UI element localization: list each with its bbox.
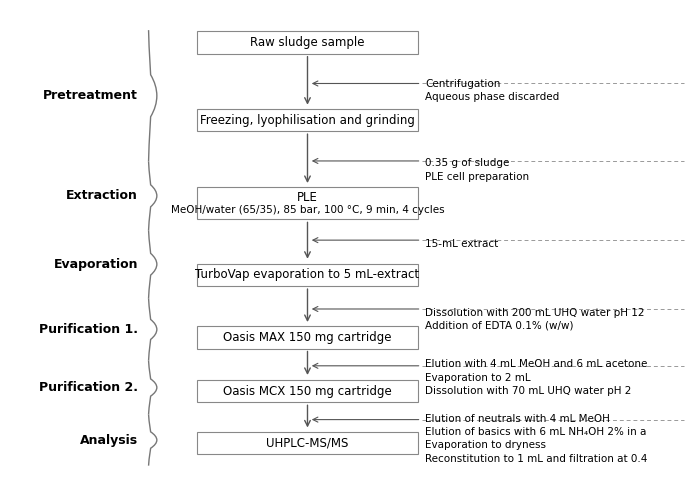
Text: 15-mL extract: 15-mL extract (425, 239, 498, 249)
Text: Dissolution with 200 mL UHQ water pH 12
Addition of EDTA 0.1% (w/w): Dissolution with 200 mL UHQ water pH 12 … (425, 308, 645, 331)
Text: Evaporation: Evaporation (54, 258, 138, 271)
Text: Raw sludge sample: Raw sludge sample (250, 36, 365, 49)
Text: MeOH/water (65/35), 85 bar, 100 °C, 9 min, 4 cycles: MeOH/water (65/35), 85 bar, 100 °C, 9 mi… (171, 205, 444, 215)
Text: Analysis: Analysis (80, 433, 138, 446)
Text: Centrifugation
Aqueous phase discarded: Centrifugation Aqueous phase discarded (425, 79, 559, 102)
FancyBboxPatch shape (197, 326, 418, 348)
Text: Oasis MCX 150 mg cartridge: Oasis MCX 150 mg cartridge (223, 385, 392, 398)
Text: Purification 2.: Purification 2. (39, 381, 138, 394)
FancyBboxPatch shape (197, 109, 418, 131)
Text: Freezing, lyophilisation and grinding: Freezing, lyophilisation and grinding (200, 114, 415, 127)
Text: 0.35 g of sludge
PLE cell preparation: 0.35 g of sludge PLE cell preparation (425, 159, 529, 182)
Text: Elution of neutrals with 4 mL MeOH
Elution of basics with 6 mL NH₄OH 2% in a
Eva: Elution of neutrals with 4 mL MeOH Eluti… (425, 414, 647, 464)
Text: Oasis MAX 150 mg cartridge: Oasis MAX 150 mg cartridge (223, 331, 392, 344)
FancyBboxPatch shape (197, 264, 418, 286)
Text: TurboVap evaporation to 5 mL-extract: TurboVap evaporation to 5 mL-extract (196, 268, 419, 281)
FancyBboxPatch shape (197, 380, 418, 402)
FancyBboxPatch shape (197, 432, 418, 454)
Text: PLE: PLE (297, 191, 318, 204)
FancyBboxPatch shape (197, 31, 418, 54)
Text: Purification 1.: Purification 1. (39, 323, 138, 336)
Text: Elution with 4 mL MeOH and 6 mL acetone
Evaporation to 2 mL
Dissolution with 70 : Elution with 4 mL MeOH and 6 mL acetone … (425, 360, 647, 396)
FancyBboxPatch shape (197, 187, 418, 219)
Text: Extraction: Extraction (66, 189, 138, 202)
Text: UHPLC-MS/MS: UHPLC-MS/MS (266, 436, 349, 449)
Text: Pretreatment: Pretreatment (44, 89, 138, 102)
